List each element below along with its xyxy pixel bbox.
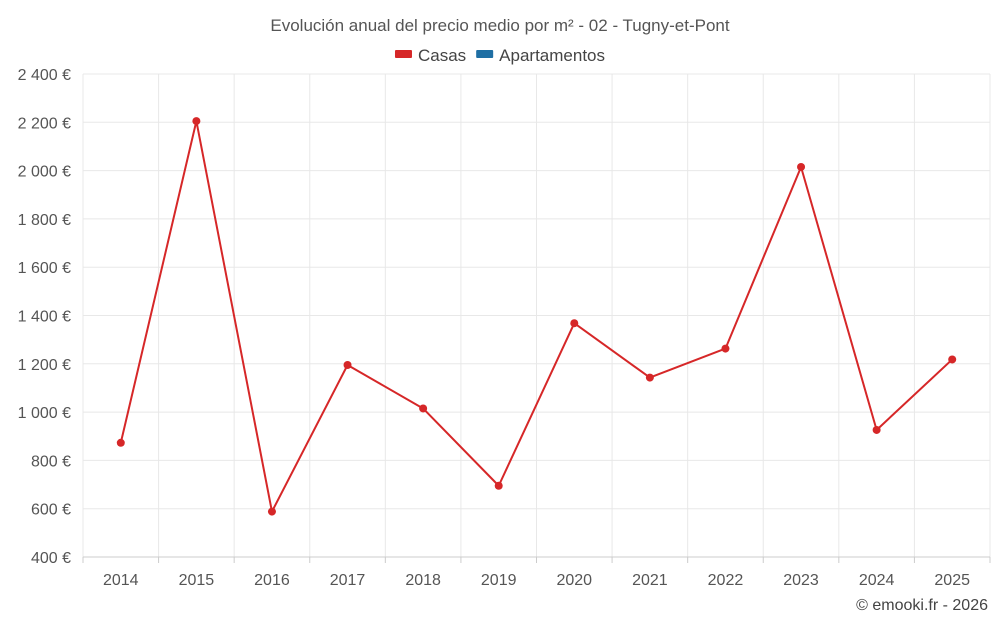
series-line-casas — [119, 120, 953, 513]
legend-item-casas[interactable]: Casas — [394, 46, 466, 65]
data-point-2024[interactable] — [872, 425, 881, 434]
x-tick-label: 2024 — [859, 572, 895, 589]
data-point-2023[interactable] — [797, 162, 806, 171]
x-tick-label: 2020 — [556, 572, 592, 589]
series-layer — [116, 117, 957, 516]
y-tick-label: 1 200 € — [18, 357, 71, 374]
legend-swatch — [476, 50, 494, 58]
x-tick-label: 2023 — [783, 572, 819, 589]
y-tick-label: 1 400 € — [18, 309, 71, 326]
data-point-2022[interactable] — [721, 344, 730, 353]
data-point-2017[interactable] — [343, 361, 352, 370]
y-tick-label: 1 600 € — [18, 260, 71, 277]
credit-text: © emooki.fr - 2026 — [856, 597, 988, 614]
data-point-2015[interactable] — [192, 117, 201, 126]
legend-item-apartamentos[interactable]: Apartamentos — [476, 46, 605, 65]
data-point-2019[interactable] — [494, 481, 503, 490]
legend-label: Casas — [418, 46, 466, 65]
data-point-2018[interactable] — [419, 404, 428, 413]
legend: Casas Apartamentos — [394, 46, 605, 65]
y-tick-label: 2 400 € — [18, 67, 71, 84]
axes: 2014 2015 2016 2017 2018 2019 2020 2021 2022 2023… — [18, 67, 991, 589]
y-tick-label: 2 000 € — [18, 164, 71, 181]
data-point-2020[interactable] — [570, 319, 579, 328]
x-tick-label: 2018 — [405, 572, 441, 589]
x-tick-label: 2015 — [179, 572, 215, 589]
x-tick-label: 2022 — [708, 572, 744, 589]
y-tick-label: 600 € — [31, 502, 71, 519]
y-tick-label: 2 200 € — [18, 115, 71, 132]
y-tick-label: 1 800 € — [18, 212, 71, 229]
grid — [82, 73, 991, 558]
legend-swatch — [394, 50, 412, 58]
data-point-2025[interactable] — [948, 355, 957, 364]
data-point-2014[interactable] — [116, 438, 125, 447]
data-point-2021[interactable] — [645, 373, 654, 382]
chart-title: Evolución anual del precio medio por m² … — [270, 16, 730, 35]
x-tick-label: 2021 — [632, 572, 668, 589]
y-tick-label: 800 € — [31, 453, 71, 470]
y-tick-label: 1 000 € — [18, 405, 71, 422]
x-tick-label: 2017 — [330, 572, 366, 589]
x-tick-label: 2016 — [254, 572, 290, 589]
x-tick-label: 2019 — [481, 572, 517, 589]
x-tick-label: 2014 — [103, 572, 139, 589]
x-tick-label: 2025 — [934, 572, 970, 589]
data-point-2016[interactable] — [267, 507, 276, 516]
legend-label: Apartamentos — [499, 46, 605, 65]
y-tick-label: 400 € — [31, 550, 71, 567]
